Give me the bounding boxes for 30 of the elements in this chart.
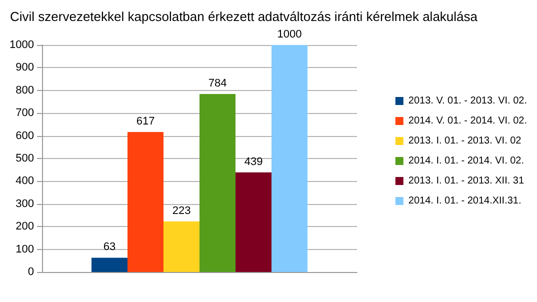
bar — [92, 258, 128, 272]
data-label: 223 — [172, 204, 191, 217]
chart-title: Civil szervezetekkel kapcsolatban érkezett adatváltozás iránti kérelmek alakulása — [10, 9, 478, 24]
data-label: 63 — [103, 241, 116, 254]
y-tick-label: 800 — [16, 84, 34, 96]
bar — [272, 45, 308, 272]
y-tick-label: 500 — [16, 152, 34, 164]
legend-label: 2013. V. 01. - 2013. VI. 02. — [408, 96, 527, 106]
legend-label: 2013. I. 01. - 2013. VI. 02 — [408, 136, 522, 146]
y-tick-label: 100 — [16, 243, 34, 256]
y-tick-label: 600 — [16, 130, 34, 142]
bar — [128, 132, 164, 272]
data-label: 1000 — [277, 28, 302, 40]
y-tick-label: 0 — [28, 266, 34, 278]
data-label: 784 — [208, 78, 227, 90]
bar — [236, 172, 272, 272]
y-tick-label: 400 — [16, 175, 34, 188]
legend-label: 2014. V. 01. - 2014. VI. 02. — [408, 116, 527, 126]
y-tick-label: 1000 — [10, 39, 34, 51]
data-label: 439 — [244, 156, 263, 168]
y-tick-label: 700 — [16, 107, 34, 120]
y-tick-label: 900 — [16, 62, 34, 74]
bar — [200, 94, 236, 272]
y-tick-label: 300 — [16, 198, 34, 210]
legend-label: 2014. I. 01. - 2014. VI. 02. — [408, 156, 524, 166]
legend-label: 2014. I. 01. - 2014.XII.31. — [408, 196, 522, 206]
data-label: 617 — [136, 115, 155, 128]
bar — [164, 221, 200, 272]
y-tick-label: 200 — [16, 220, 34, 233]
legend-label: 2013. I. 01. - 2013. XII. 31 — [408, 176, 524, 186]
